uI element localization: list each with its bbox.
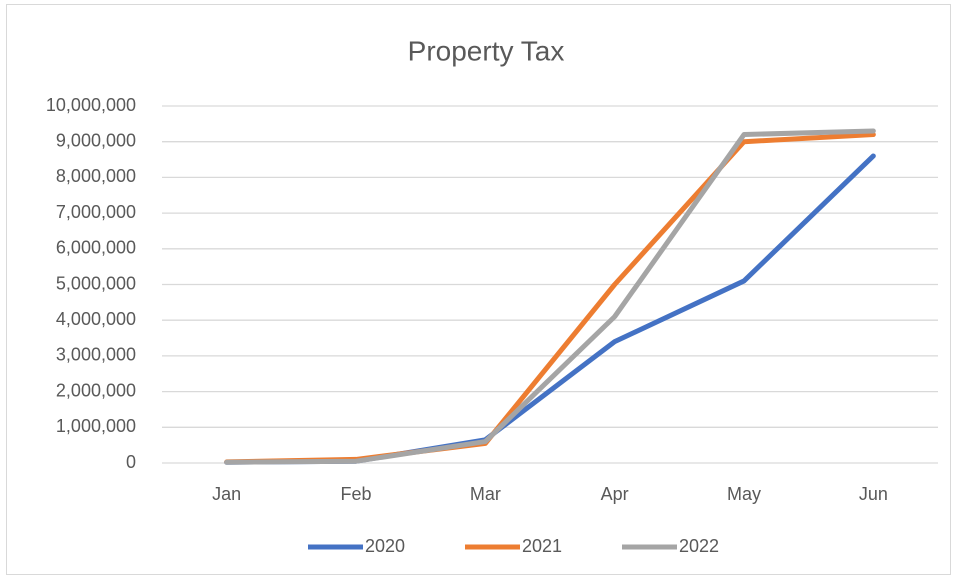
x-tick-label: Jun (859, 484, 888, 504)
x-tick-label: May (727, 484, 761, 504)
y-tick-label: 7,000,000 (56, 202, 136, 222)
y-tick-label: 4,000,000 (56, 309, 136, 329)
y-tick-label: 8,000,000 (56, 166, 136, 186)
y-tick-label: 2,000,000 (56, 380, 136, 400)
legend-label: 2020 (365, 536, 405, 556)
x-tick-label: Feb (340, 484, 371, 504)
chart-title: Property Tax (408, 35, 565, 66)
legend-label: 2022 (679, 536, 719, 556)
y-tick-label: 6,000,000 (56, 238, 136, 258)
x-tick-label: Mar (470, 484, 501, 504)
y-tick-label: 1,000,000 (56, 416, 136, 436)
x-tick-label: Apr (601, 484, 629, 504)
y-tick-label: 3,000,000 (56, 345, 136, 365)
legend-label: 2021 (522, 536, 562, 556)
y-tick-label: 9,000,000 (56, 130, 136, 150)
y-tick-label: 0 (126, 452, 136, 472)
x-tick-label: Jan (212, 484, 241, 504)
y-tick-label: 10,000,000 (46, 95, 136, 115)
series-line (224, 128, 876, 465)
chart-border (6, 4, 951, 575)
y-tick-label: 5,000,000 (56, 273, 136, 293)
